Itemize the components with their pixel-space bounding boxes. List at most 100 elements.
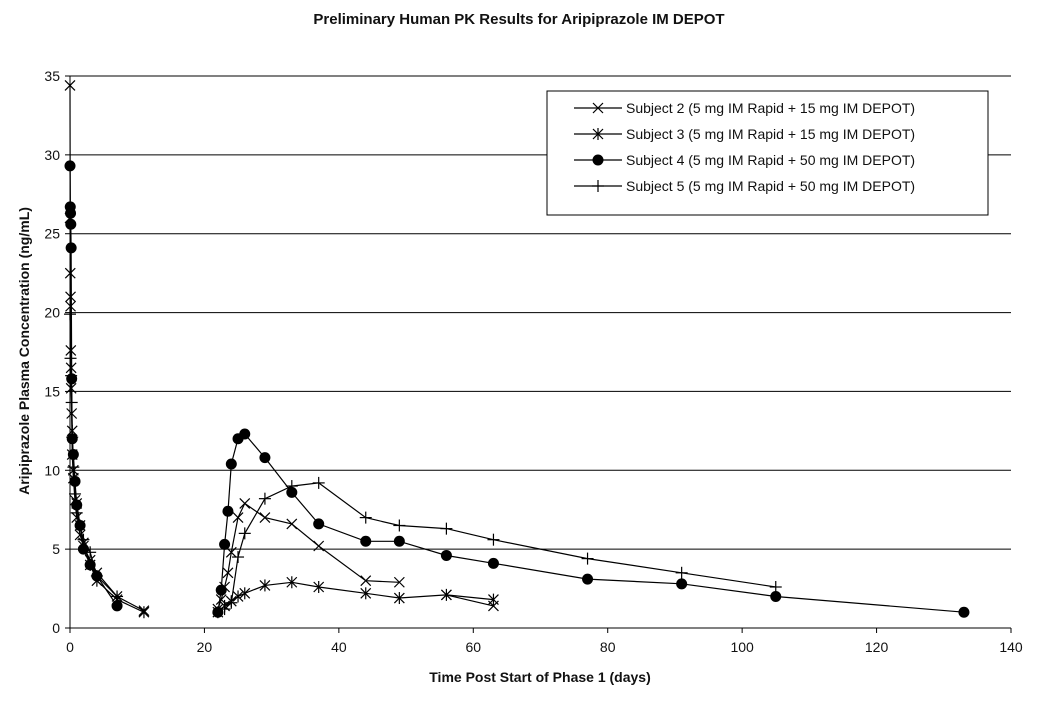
data-point (313, 518, 325, 530)
series-group (64, 80, 970, 619)
data-point (222, 505, 234, 517)
data-point (958, 606, 970, 618)
data-point (313, 580, 325, 593)
marker-dot (440, 549, 452, 561)
data-point (238, 527, 251, 540)
data-point (286, 486, 298, 498)
data-point (487, 557, 499, 569)
data-point (360, 575, 372, 587)
marker-stroke (259, 512, 271, 524)
data-point (138, 606, 150, 619)
data-point (65, 396, 78, 409)
series-4 (64, 308, 782, 616)
marker-dot (65, 218, 77, 230)
data-point (592, 154, 604, 166)
x-tick-label: 120 (865, 639, 889, 655)
data-point (84, 546, 97, 559)
data-point (65, 242, 77, 254)
data-point (218, 603, 231, 616)
marker-dot (582, 573, 594, 585)
data-point (440, 588, 452, 601)
x-tick-label: 0 (66, 639, 74, 655)
data-point (239, 428, 251, 440)
marker-dot (286, 486, 298, 498)
marker-stroke (215, 594, 227, 606)
y-tick-label: 5 (52, 541, 60, 557)
data-point (66, 431, 79, 444)
legend-entry-3: Subject 4 (5 mg IM Rapid + 50 mg IM DEPO… (574, 152, 915, 168)
y-tick-label: 30 (44, 147, 60, 163)
data-point (393, 592, 405, 605)
x-tick-label: 40 (331, 639, 347, 655)
data-point (77, 533, 90, 546)
marker-stroke (64, 80, 76, 91)
data-point (360, 587, 372, 600)
data-point (592, 180, 604, 192)
marker-dot (259, 452, 271, 464)
marker-dot (958, 606, 970, 618)
data-point (582, 573, 594, 585)
marker-dot (225, 458, 237, 470)
series-line (446, 594, 494, 607)
y-tick-label: 35 (44, 68, 60, 84)
data-point (65, 290, 76, 303)
y-tick-label: 20 (44, 305, 60, 321)
data-point (219, 538, 231, 550)
y-tick-label: 0 (52, 620, 60, 636)
marker-stroke (286, 518, 298, 530)
legend-label: Subject 4 (5 mg IM Rapid + 50 mg IM DEPO… (626, 152, 915, 168)
marker-stroke (360, 575, 372, 587)
data-point (285, 480, 298, 493)
marker-dot (313, 518, 325, 530)
x-tick-label: 80 (600, 639, 616, 655)
legend-label: Subject 2 (5 mg IM Rapid + 15 mg IM DEPO… (626, 100, 915, 116)
data-point (440, 549, 452, 561)
data-point (259, 452, 271, 464)
data-point (225, 596, 238, 609)
data-point (360, 535, 372, 547)
marker-stroke (74, 529, 86, 541)
data-point (286, 576, 298, 589)
data-point (675, 566, 688, 579)
data-point (592, 128, 604, 140)
marker-dot (111, 600, 123, 612)
marker-stroke (313, 540, 325, 552)
marker-dot (64, 160, 76, 172)
data-point (90, 569, 103, 582)
marker-dot (222, 505, 234, 517)
data-point (676, 578, 688, 590)
marker-dot (487, 557, 499, 569)
y-tick-label: 10 (44, 462, 60, 478)
legend-label: Subject 5 (5 mg IM Rapid + 50 mg IM DEPO… (626, 178, 915, 194)
marker-stroke (232, 512, 244, 524)
data-point (239, 497, 251, 509)
data-point (69, 487, 82, 500)
marker-dot (65, 242, 77, 254)
marker-dot (239, 428, 251, 440)
x-tick-label: 100 (730, 639, 754, 655)
marker-dot (219, 538, 231, 550)
data-point (64, 352, 77, 365)
marker-dot (770, 590, 782, 602)
data-point (65, 207, 77, 219)
data-point (393, 519, 406, 532)
data-point (215, 584, 227, 596)
data-point (225, 458, 237, 470)
data-point (225, 546, 237, 558)
marker-stroke (239, 497, 251, 509)
marker-dot (592, 154, 604, 166)
x-tick-label: 60 (465, 639, 481, 655)
data-point (259, 579, 271, 592)
marker-dot (676, 578, 688, 590)
data-point (65, 218, 77, 230)
data-point (70, 506, 83, 519)
data-point (393, 576, 405, 588)
legend: Subject 2 (5 mg IM Rapid + 15 mg IM DEPO… (546, 90, 989, 216)
marker-stroke (592, 102, 604, 114)
data-point (64, 160, 76, 172)
data-point (71, 499, 83, 511)
x-tick-label: 20 (197, 639, 213, 655)
data-point (592, 102, 604, 114)
